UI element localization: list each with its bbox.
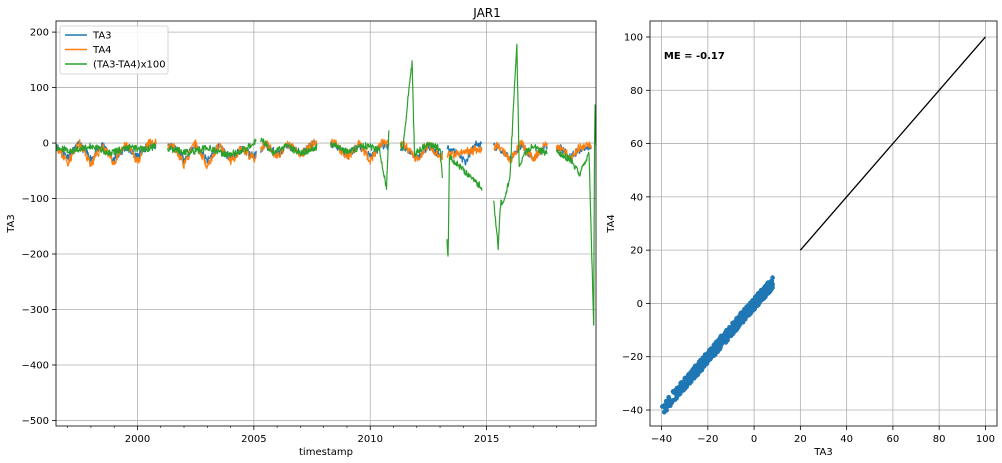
mean-error-annotation: ME = -0.17 <box>664 51 725 62</box>
legend-label-ta3: TA3 <box>92 31 112 42</box>
scatter-panel: −40 −20 0 20 40 60 80 100 −40 −20 0 20 40 60 80 100 ME … <box>606 20 998 458</box>
scatter-x-tick-label: 0 <box>751 434 757 445</box>
x-tick-label: 2000 <box>125 434 150 445</box>
scatter-point <box>663 398 669 404</box>
scatter-point <box>696 367 701 373</box>
scatter-ticks: −40 −20 0 20 40 60 80 100 −40 −20 0 20 40 60 80 100 <box>622 32 995 445</box>
scatter-point <box>752 295 758 300</box>
legend: TA3 TA4 (TA3-TA4)x100 <box>59 25 169 75</box>
scatter-point <box>734 320 739 326</box>
scatter-point <box>752 303 757 308</box>
scatter-x-tick-label: 40 <box>840 434 853 445</box>
scatter-point <box>742 316 748 322</box>
scatter-point <box>759 288 765 293</box>
scatter-y-tick-label: 100 <box>624 32 643 43</box>
y-tick-label: 100 <box>30 83 49 94</box>
scatter-point <box>770 275 775 280</box>
scatter-point <box>757 291 762 297</box>
scatter-point <box>756 295 761 300</box>
time-series-ticks: 2000 2005 2010 2015 −500 −400 −300 −200 −100 0 100… <box>22 28 581 445</box>
y-tick-label: 0 <box>43 139 49 150</box>
x-tick-label: 2010 <box>357 434 382 445</box>
scatter-plot-area <box>660 36 986 415</box>
scatter-point <box>709 353 714 359</box>
scatter-x-tick-label: −40 <box>651 434 672 445</box>
scatter-y-tick-label: 40 <box>630 192 643 203</box>
scatter-point <box>730 322 736 327</box>
scatter-point <box>752 306 757 312</box>
scatter-x-tick-label: 80 <box>933 434 946 445</box>
scatter-point <box>666 403 671 409</box>
legend-label-ta4: TA4 <box>92 45 112 56</box>
scatter-point <box>764 285 770 291</box>
scatter-point <box>749 299 755 304</box>
y-tick-label: −100 <box>22 194 49 205</box>
scatter-point <box>708 347 713 352</box>
scatter-point <box>674 396 679 401</box>
series-line-diff <box>56 43 596 326</box>
scatter-y-tick-label: 80 <box>630 86 643 97</box>
x-tick-label: 2015 <box>474 434 499 445</box>
scatter-point <box>765 280 770 286</box>
scatter-point <box>661 404 667 410</box>
y-tick-label: −500 <box>22 416 49 427</box>
scatter-point <box>770 284 775 289</box>
y-tick-label: −300 <box>22 305 49 316</box>
scatter-point <box>682 385 687 391</box>
scatter-point <box>719 338 724 344</box>
legend-label-diff: (TA3-TA4)x100 <box>93 60 166 71</box>
scatter-point <box>700 363 705 368</box>
one-to-one-line <box>799 36 986 251</box>
y-tick-label: −200 <box>22 250 49 261</box>
scatter-y-tick-label: 20 <box>630 246 643 257</box>
scatter-point <box>748 308 753 314</box>
scatter-y-tick-label: −40 <box>622 406 643 417</box>
x-axis-label: timestamp <box>299 447 353 458</box>
time-series-panel: 2000 2005 2010 2015 −500 −400 −300 −200 −100 0 100… <box>6 6 597 458</box>
scatter-point <box>677 384 682 390</box>
chart-title: JAR1 <box>472 6 501 20</box>
scatter-point <box>662 409 667 414</box>
scatter-point <box>692 375 697 381</box>
scatter-x-axis-label: TA3 <box>813 447 833 458</box>
scatter-y-tick-label: 60 <box>630 139 643 150</box>
scatter-point <box>723 331 729 336</box>
time-series-grid <box>56 21 596 426</box>
y-tick-label: 200 <box>30 28 49 39</box>
scatter-x-tick-label: 100 <box>976 434 995 445</box>
scatter-y-tick-label: −20 <box>622 352 643 363</box>
scatter-axes-frame <box>649 20 998 427</box>
scatter-point <box>687 372 692 377</box>
scatter-point <box>711 346 717 351</box>
scatter-x-tick-label: 20 <box>794 434 807 445</box>
time-series-plot-area <box>56 43 596 326</box>
scatter-point <box>715 349 720 355</box>
scatter-y-axis-label: TA4 <box>606 214 617 234</box>
scatter-point <box>670 389 676 394</box>
scatter-point <box>704 356 709 362</box>
x-tick-label: 2005 <box>241 434 266 445</box>
scatter-point <box>695 371 701 377</box>
scatter-point <box>755 300 760 306</box>
scatter-x-tick-label: 60 <box>887 434 900 445</box>
scatter-x-tick-label: −20 <box>697 434 718 445</box>
scatter-point <box>716 342 722 348</box>
scatter-point <box>689 379 694 384</box>
scatter-point <box>724 339 729 344</box>
time-series-axes-frame <box>55 20 597 427</box>
scatter-y-tick-label: 0 <box>637 299 643 310</box>
y-axis-label: TA3 <box>6 214 17 234</box>
scatter-point <box>727 329 733 335</box>
scatter-point <box>723 335 728 340</box>
time-series-axes-background <box>56 21 596 426</box>
scatter-point <box>682 379 688 384</box>
scatter-point <box>668 398 673 404</box>
scatter-point <box>734 316 739 321</box>
scatter-grid <box>650 21 997 426</box>
scatter-point <box>682 382 687 388</box>
legend-box <box>59 25 169 75</box>
y-tick-label: −400 <box>22 360 49 371</box>
